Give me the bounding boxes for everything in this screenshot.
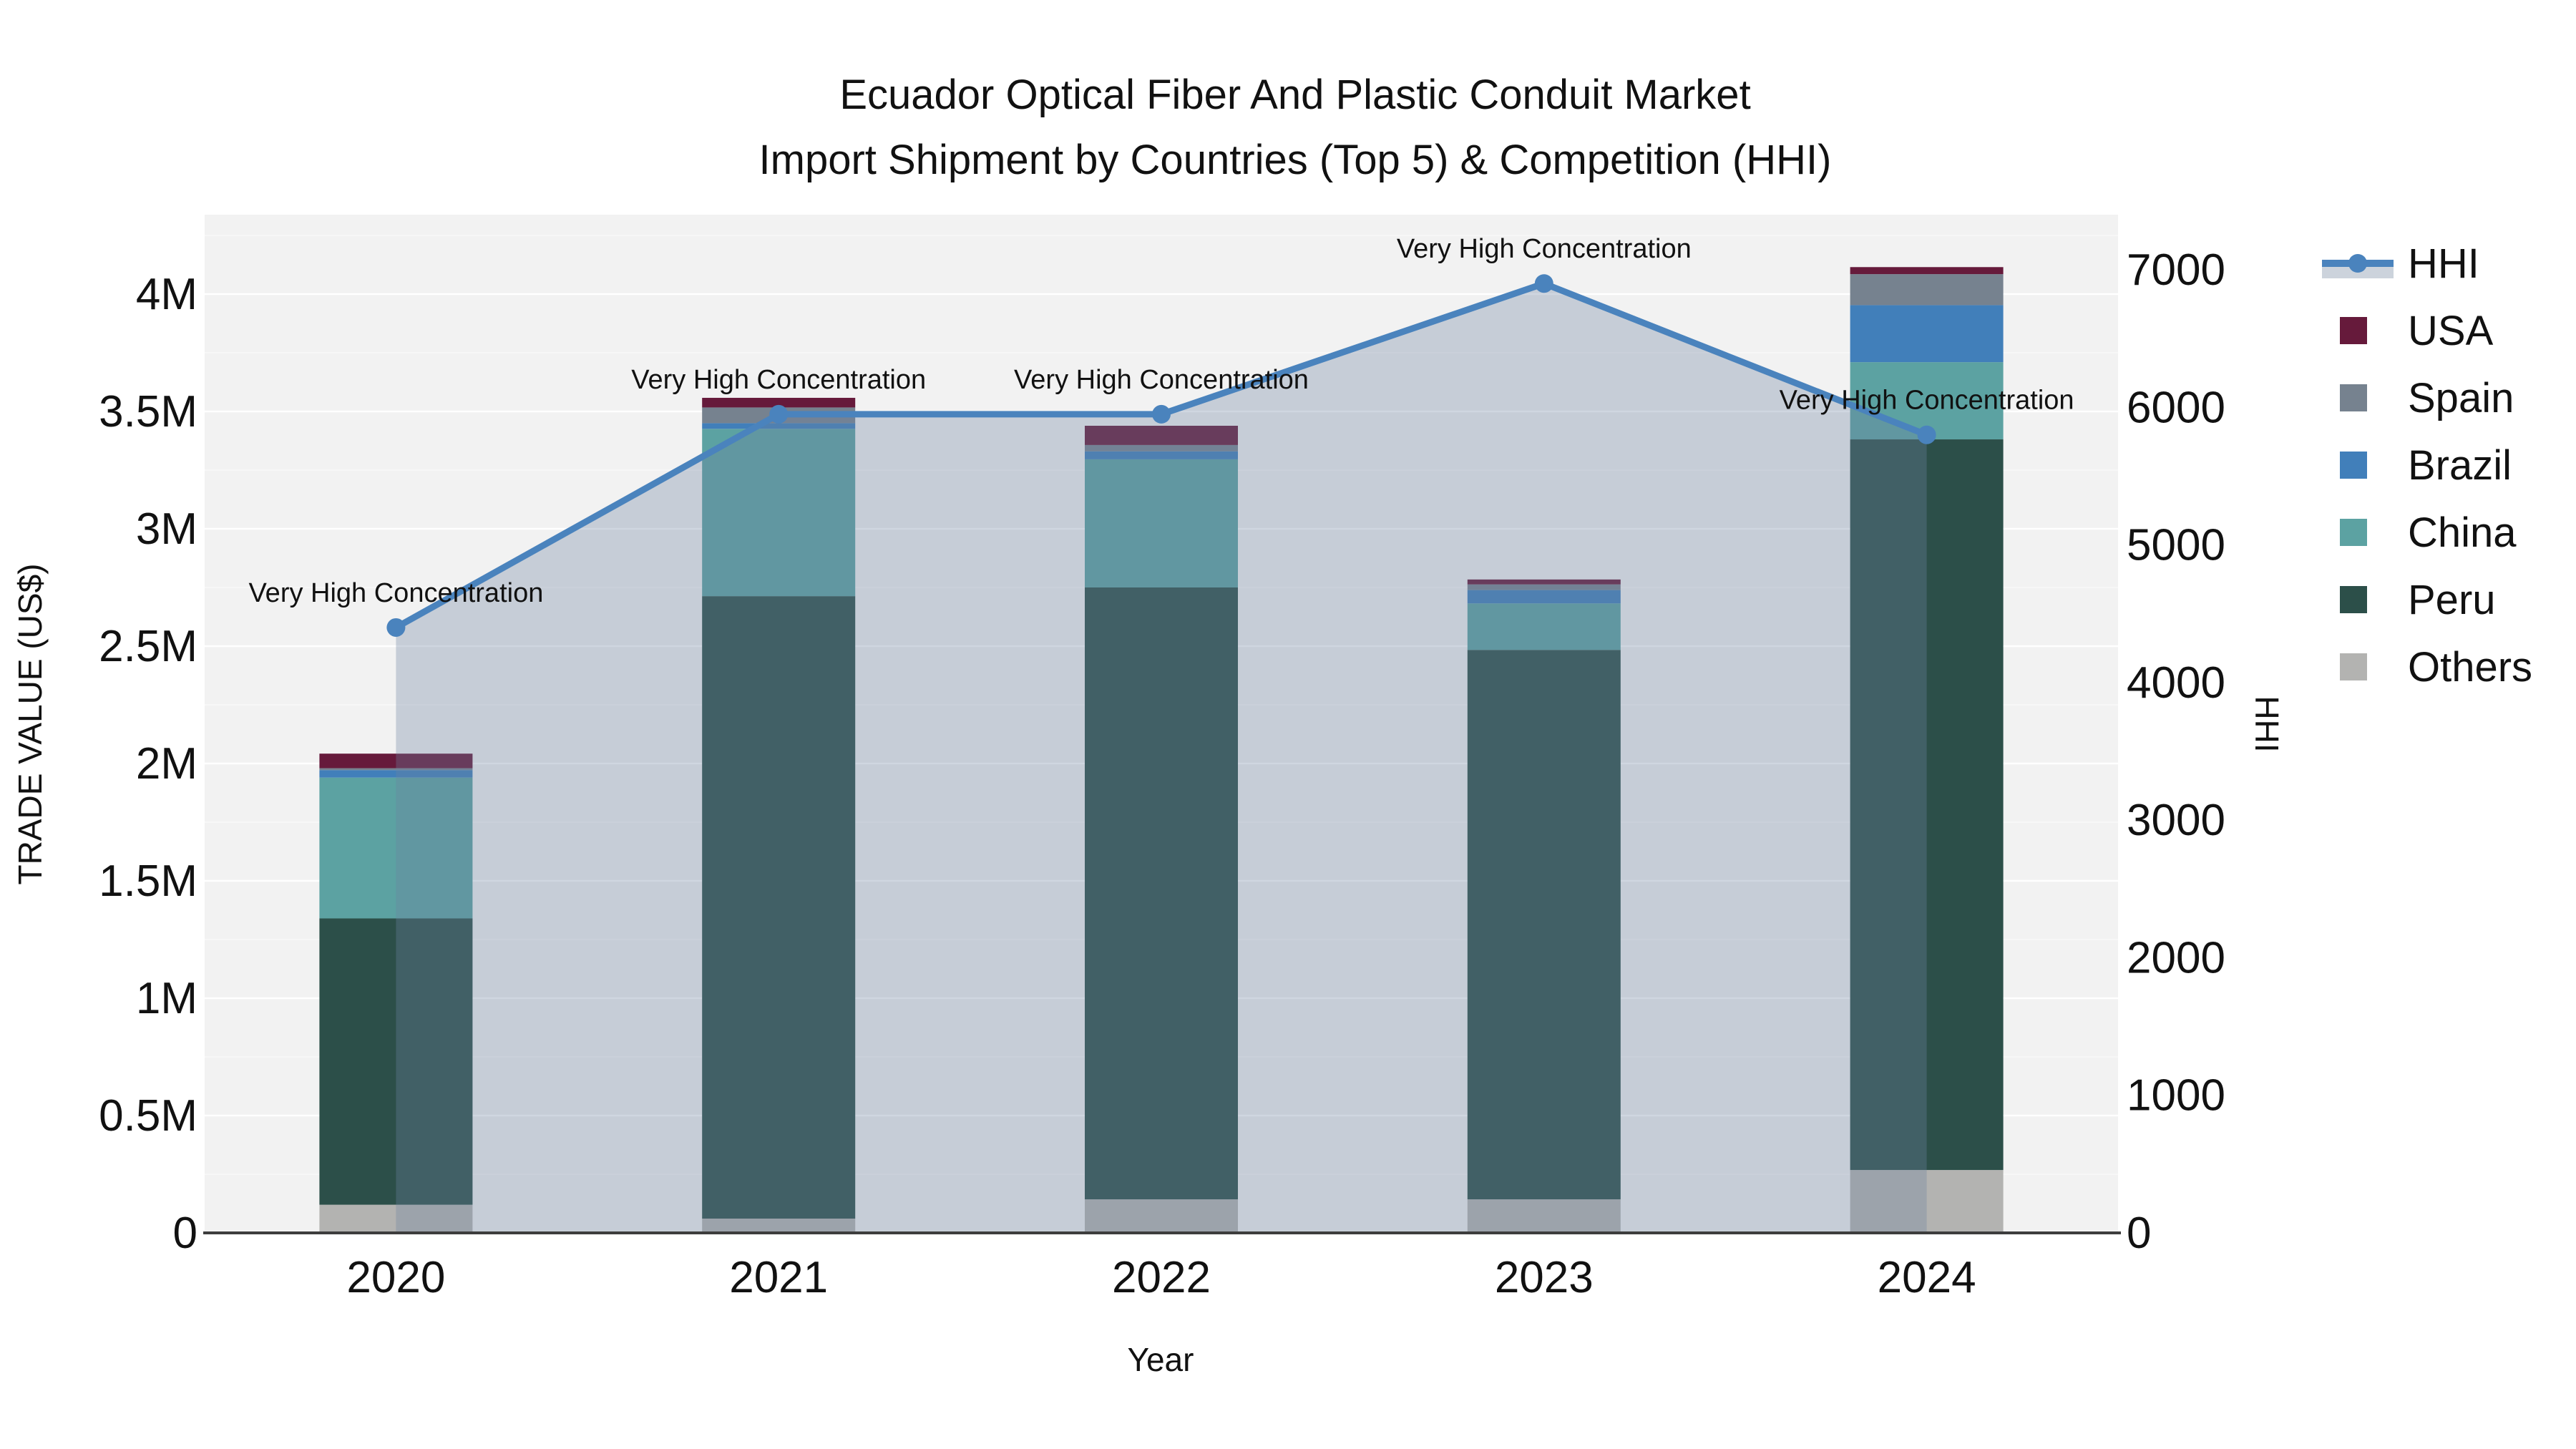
bar-segment-usa-2021[interactable] — [702, 397, 856, 408]
right-tick-6000: 6000 — [2127, 383, 2225, 432]
legend-item-peru[interactable]: Peru — [2340, 577, 2496, 623]
hhi-marker-2021[interactable] — [769, 404, 789, 424]
right-tick-5000: 5000 — [2127, 521, 2225, 570]
right-tick-7000: 7000 — [2127, 245, 2225, 295]
hhi-marker-2024[interactable] — [1917, 425, 1936, 444]
left-tick-0: 0 — [173, 1209, 197, 1258]
hhi-marker-2020[interactable] — [386, 618, 406, 637]
bar-segment-others-2020[interactable] — [319, 1204, 473, 1233]
bar-segment-peru-2022[interactable] — [1085, 587, 1238, 1200]
bar-segment-usa-2024[interactable] — [1850, 267, 2004, 275]
annotations: Very High Concentration Very High Concent… — [248, 234, 2074, 608]
bar-segment-spain-2022[interactable] — [1085, 444, 1238, 452]
legend-swatch-spain — [2340, 384, 2367, 411]
legend-label-china: China — [2408, 509, 2517, 556]
bar-segment-usa-2020[interactable] — [319, 753, 473, 769]
right-tick-0: 0 — [2127, 1209, 2151, 1258]
hhi-marker-2023[interactable] — [1534, 274, 1553, 293]
x-tick-2020: 2020 — [346, 1253, 445, 1302]
bar-segment-others-2021[interactable] — [702, 1218, 856, 1233]
legend-item-brazil[interactable]: Brazil — [2340, 442, 2512, 489]
bar-segment-brazil-2021[interactable] — [702, 423, 856, 429]
legend-item-spain[interactable]: Spain — [2340, 375, 2514, 421]
bar-segment-brazil-2022[interactable] — [1085, 451, 1238, 459]
legend-label-usa: USA — [2408, 308, 2494, 354]
annotation-2020: Very High Concentration — [248, 578, 543, 608]
x-axis-title: Year — [1128, 1341, 1194, 1378]
left-tick-2.5M: 2.5M — [99, 622, 197, 671]
bar-segment-china-2020[interactable] — [319, 777, 473, 919]
bar-segment-spain-2024[interactable] — [1850, 274, 2004, 306]
legend-hhi-marker-swatch — [2348, 254, 2367, 273]
right-axis-title: HHI — [2248, 696, 2285, 752]
bar-segment-china-2023[interactable] — [1467, 603, 1621, 650]
bar-segment-spain-2023[interactable] — [1467, 584, 1621, 590]
legend-swatch-usa — [2340, 317, 2367, 344]
x-tick-2022: 2022 — [1112, 1253, 1211, 1302]
bar-segment-others-2023[interactable] — [1467, 1199, 1621, 1233]
bar-segment-china-2022[interactable] — [1085, 459, 1238, 587]
bar-segment-peru-2021[interactable] — [702, 596, 856, 1219]
legend-item-hhi[interactable]: HHI — [2322, 240, 2479, 287]
bar-segment-china-2021[interactable] — [702, 429, 856, 597]
bar-segment-usa-2023[interactable] — [1467, 579, 1621, 585]
bar-segment-peru-2024[interactable] — [1850, 439, 2004, 1171]
left-tick-2M: 2M — [136, 739, 197, 789]
legend-label-spain: Spain — [2408, 375, 2514, 421]
left-tick-1.5M: 1.5M — [99, 857, 197, 906]
legend: HHI USA Spain Brazil China Peru Others — [2322, 240, 2532, 691]
left-tick-3M: 3M — [136, 504, 197, 554]
legend-item-others[interactable]: Others — [2340, 644, 2532, 691]
legend-label-brazil: Brazil — [2408, 442, 2512, 489]
bar-segment-brazil-2023[interactable] — [1467, 590, 1621, 604]
bar-segment-usa-2022[interactable] — [1085, 426, 1238, 445]
hhi-marker-2022[interactable] — [1152, 404, 1171, 424]
left-tick-3.5M: 3.5M — [99, 387, 197, 436]
legend-swatch-china — [2340, 519, 2367, 546]
bar-segment-spain-2020[interactable] — [319, 768, 473, 771]
legend-swatch-brazil — [2340, 452, 2367, 479]
x-tick-2021: 2021 — [729, 1253, 828, 1302]
legend-item-china[interactable]: China — [2340, 509, 2517, 556]
bar-segment-others-2024[interactable] — [1850, 1170, 2004, 1233]
bar-segment-peru-2023[interactable] — [1467, 650, 1621, 1200]
hhi-area-fill — [396, 283, 1927, 1234]
legend-label-others: Others — [2408, 644, 2532, 691]
x-tick-2024: 2024 — [1878, 1253, 1976, 1302]
chart-title-line1: Ecuador Optical Fiber And Plastic Condui… — [839, 72, 1750, 118]
annotation-2023: Very High Concentration — [1397, 234, 1692, 264]
left-tick-1M: 1M — [136, 974, 197, 1023]
axes: 0 0.5M 1M 1.5M 2M 2.5M 3M 3.5M 4M 0 1000 2000 3000 40… — [99, 245, 2225, 1302]
hhi-line — [386, 274, 1936, 637]
annotation-2022: Very High Concentration — [1014, 365, 1309, 395]
bar-segment-others-2022[interactable] — [1085, 1199, 1238, 1233]
legend-item-usa[interactable]: USA — [2340, 308, 2494, 354]
right-tick-4000: 4000 — [2127, 658, 2225, 708]
chart-title-line2: Import Shipment by Countries (Top 5) & C… — [759, 137, 1832, 183]
annotation-2021: Very High Concentration — [631, 365, 926, 395]
legend-label-peru: Peru — [2408, 577, 2496, 623]
right-tick-2000: 2000 — [2127, 933, 2225, 982]
annotation-2024: Very High Concentration — [1780, 386, 2074, 416]
left-axis-title: TRADE VALUE (US$) — [11, 563, 49, 884]
bar-segment-brazil-2020[interactable] — [319, 770, 473, 778]
left-tick-0.5M: 0.5M — [99, 1091, 197, 1141]
legend-label-hhi: HHI — [2408, 240, 2479, 287]
bar-segment-brazil-2024[interactable] — [1850, 305, 2004, 363]
right-tick-1000: 1000 — [2127, 1071, 2225, 1121]
legend-swatch-peru — [2340, 586, 2367, 613]
bar-segment-peru-2020[interactable] — [319, 918, 473, 1205]
legend-swatch-others — [2340, 653, 2367, 680]
hhi-fill-polygon — [396, 283, 1927, 1234]
right-tick-3000: 3000 — [2127, 796, 2225, 845]
left-tick-4M: 4M — [136, 270, 197, 319]
x-tick-2023: 2023 — [1495, 1253, 1594, 1302]
